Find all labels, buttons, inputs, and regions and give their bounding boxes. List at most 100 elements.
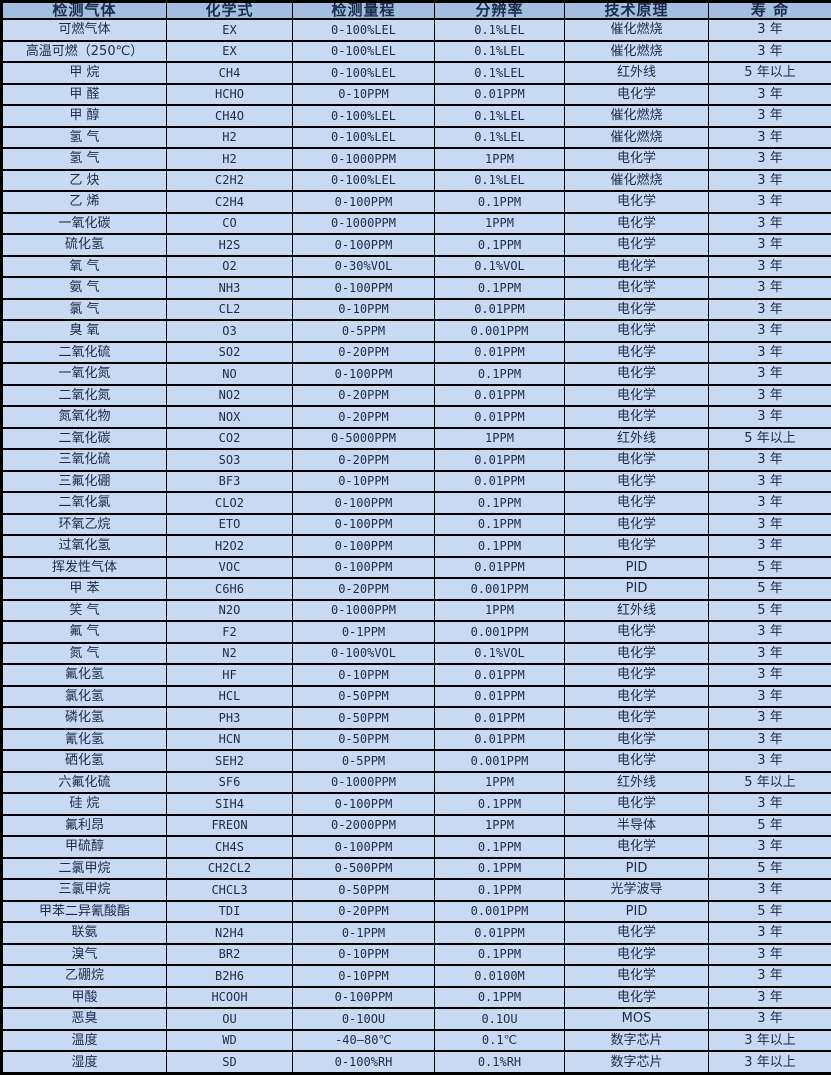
gas-name-cell: 三氟化硼 bbox=[1, 469, 167, 493]
lifespan-cell: 3 年以上 bbox=[708, 1028, 831, 1052]
principle-cell: 催化燃烧 bbox=[564, 104, 709, 128]
range-cell: 0-100PPM bbox=[292, 534, 435, 558]
lifespan-cell: 3 年 bbox=[708, 233, 831, 257]
formula-cell: C6H6 bbox=[166, 577, 293, 601]
principle-cell: 电化学 bbox=[564, 233, 709, 257]
resolution-cell: 0.1PPM bbox=[434, 856, 565, 880]
table-row: 二氯甲烷 CH2CL2 0-500PPM 0.1PPM PID 5 年 bbox=[1, 856, 831, 880]
lifespan-cell: 3 年 bbox=[708, 641, 831, 665]
formula-cell: N2 bbox=[166, 641, 293, 665]
range-cell: 0-100%LEL bbox=[292, 61, 435, 85]
lifespan-cell: 5 年 bbox=[708, 856, 831, 880]
principle-cell: 红外线 bbox=[564, 426, 709, 450]
resolution-cell: 0.1PPM bbox=[434, 878, 565, 902]
formula-cell: SD bbox=[166, 1050, 293, 1075]
formula-cell: B2H6 bbox=[166, 964, 293, 988]
principle-cell: 电化学 bbox=[564, 190, 709, 214]
resolution-cell: 0.1PPM bbox=[434, 276, 565, 300]
table-row: 可燃气体 EX 0-100%LEL 0.1%LEL 催化燃烧 3 年 bbox=[1, 18, 831, 42]
formula-cell: N2O bbox=[166, 598, 293, 622]
column-header-lifespan: 寿 命 bbox=[708, 0, 831, 20]
gas-name-cell: 磷化氢 bbox=[1, 706, 167, 730]
lifespan-cell: 3 年 bbox=[708, 297, 831, 321]
resolution-cell: 0.1%LEL bbox=[434, 39, 565, 63]
gas-name-cell: 三氯甲烷 bbox=[1, 878, 167, 902]
resolution-cell: 1PPM bbox=[434, 426, 565, 450]
principle-cell: 电化学 bbox=[564, 964, 709, 988]
principle-cell: 数字芯片 bbox=[564, 1028, 709, 1052]
resolution-cell: 0.0100M bbox=[434, 964, 565, 988]
formula-cell: O3 bbox=[166, 319, 293, 343]
range-cell: 0-100PPM bbox=[292, 792, 435, 816]
range-cell: 0-10PPM bbox=[292, 82, 435, 106]
principle-cell: 电化学 bbox=[564, 663, 709, 687]
table-row: 联氨 N2H4 0-1PPM 0.01PPM 电化学 3 年 bbox=[1, 921, 831, 945]
resolution-cell: 0.1%LEL bbox=[434, 168, 565, 192]
range-cell: 0-50PPM bbox=[292, 684, 435, 708]
resolution-cell: 0.01PPM bbox=[434, 469, 565, 493]
gas-name-cell: 二氧化碳 bbox=[1, 426, 167, 450]
range-cell: 0-100PPM bbox=[292, 985, 435, 1009]
lifespan-cell: 3 年 bbox=[708, 749, 831, 773]
formula-cell: ETO bbox=[166, 512, 293, 536]
formula-cell: CO2 bbox=[166, 426, 293, 450]
gas-name-cell: 笑 气 bbox=[1, 598, 167, 622]
table-row: 氧 气 O2 0-30%VOL 0.1%VOL 电化学 3 年 bbox=[1, 254, 831, 278]
gas-name-cell: 氰化氢 bbox=[1, 727, 167, 751]
gas-name-cell: 六氟化硫 bbox=[1, 770, 167, 794]
formula-cell: WD bbox=[166, 1028, 293, 1052]
formula-cell: EX bbox=[166, 39, 293, 63]
resolution-cell: 0.01PPM bbox=[434, 297, 565, 321]
principle-cell: 电化学 bbox=[564, 211, 709, 235]
formula-cell: H2 bbox=[166, 125, 293, 149]
gas-name-cell: 硅 烷 bbox=[1, 792, 167, 816]
resolution-cell: 0.01PPM bbox=[434, 340, 565, 364]
formula-cell: O2 bbox=[166, 254, 293, 278]
gas-name-cell: 甲苯二异氰酸酯 bbox=[1, 899, 167, 923]
formula-cell: BF3 bbox=[166, 469, 293, 493]
principle-cell: 数字芯片 bbox=[564, 1050, 709, 1075]
resolution-cell: 0.1OU bbox=[434, 1007, 565, 1031]
lifespan-cell: 3 年 bbox=[708, 921, 831, 945]
lifespan-cell: 3 年 bbox=[708, 340, 831, 364]
lifespan-cell: 3 年 bbox=[708, 878, 831, 902]
principle-cell: 电化学 bbox=[564, 792, 709, 816]
principle-cell: 光学波导 bbox=[564, 878, 709, 902]
range-cell: 0-100%LEL bbox=[292, 18, 435, 42]
resolution-cell: 1PPM bbox=[434, 598, 565, 622]
formula-cell: PH3 bbox=[166, 706, 293, 730]
principle-cell: 电化学 bbox=[564, 641, 709, 665]
resolution-cell: 0.1%LEL bbox=[434, 18, 565, 42]
formula-cell: NOX bbox=[166, 405, 293, 429]
resolution-cell: 0.1%LEL bbox=[434, 125, 565, 149]
table-row: 环氧乙烷 ETO 0-100PPM 0.1PPM 电化学 3 年 bbox=[1, 512, 831, 536]
principle-cell: 电化学 bbox=[564, 534, 709, 558]
table-row: 氮氧化物 NOX 0-20PPM 0.01PPM 电化学 3 年 bbox=[1, 405, 831, 429]
principle-cell: 电化学 bbox=[564, 491, 709, 515]
table-row: 臭 氧 O3 0-5PPM 0.001PPM 电化学 3 年 bbox=[1, 319, 831, 343]
resolution-cell: 0.1PPM bbox=[434, 985, 565, 1009]
range-cell: 0-10PPM bbox=[292, 469, 435, 493]
range-cell: 0-20PPM bbox=[292, 405, 435, 429]
resolution-cell: 0.001PPM bbox=[434, 577, 565, 601]
resolution-cell: 0.1%VOL bbox=[434, 641, 565, 665]
formula-cell: SO3 bbox=[166, 448, 293, 472]
range-cell: 0-20PPM bbox=[292, 899, 435, 923]
range-cell: 0-100PPM bbox=[292, 555, 435, 579]
lifespan-cell: 3 年 bbox=[708, 18, 831, 42]
table-row: 二氧化硫 SO2 0-20PPM 0.01PPM 电化学 3 年 bbox=[1, 340, 831, 364]
lifespan-cell: 5 年 bbox=[708, 555, 831, 579]
table-row: 高温可燃（250℃） EX 0-100%LEL 0.1%LEL 催化燃烧 3 年 bbox=[1, 39, 831, 63]
formula-cell: FREON bbox=[166, 813, 293, 837]
table-row: 湿度 SD 0-100%RH 0.1%RH 数字芯片 3 年以上 bbox=[1, 1050, 831, 1075]
formula-cell: N2H4 bbox=[166, 921, 293, 945]
lifespan-cell: 3 年 bbox=[708, 383, 831, 407]
table-row: 磷化氢 PH3 0-50PPM 0.01PPM 电化学 3 年 bbox=[1, 706, 831, 730]
resolution-cell: 0.01PPM bbox=[434, 684, 565, 708]
range-cell: 0-100PPM bbox=[292, 835, 435, 859]
lifespan-cell: 3 年 bbox=[708, 319, 831, 343]
gas-name-cell: 过氧化氢 bbox=[1, 534, 167, 558]
formula-cell: CO bbox=[166, 211, 293, 235]
